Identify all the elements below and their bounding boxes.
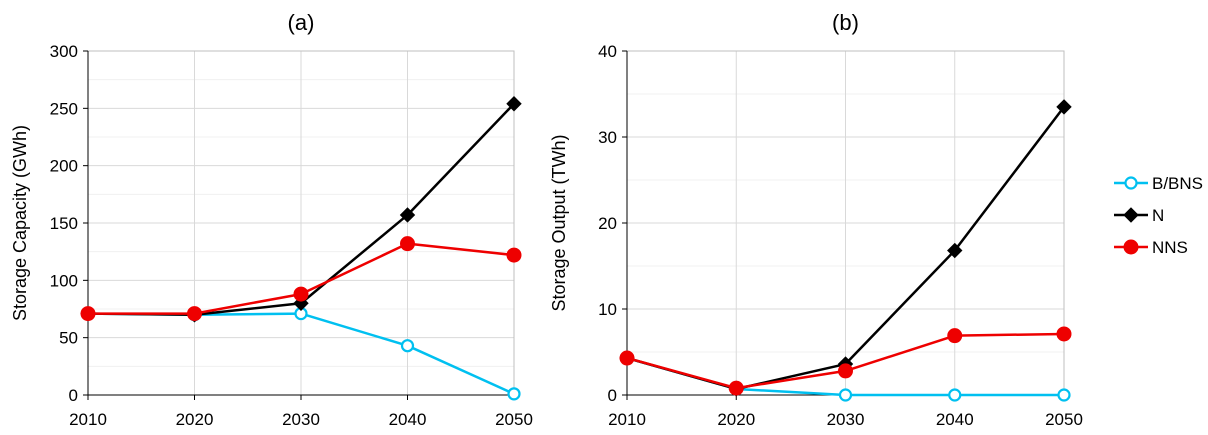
x-tick-label: 2010 — [69, 410, 107, 429]
x-tick-label: 2010 — [608, 410, 646, 429]
x-tick-label: 2050 — [495, 410, 533, 429]
data-point-n — [947, 242, 963, 259]
y-axis-label: Storage Capacity (GWh) — [10, 125, 30, 321]
data-point-b-bns — [507, 387, 521, 401]
chart-title: (b) — [832, 10, 859, 35]
data-point-nns — [838, 363, 853, 379]
chart-title: (a) — [288, 10, 315, 35]
y-tick-label: 200 — [50, 157, 78, 176]
chart-a: 0 50 100 150 200 250 300 2010 2020 2030 2040 2050 (a… — [10, 10, 533, 429]
y-tick-label: 150 — [50, 214, 78, 233]
legend-entry-b-bns: B/BNS — [1114, 174, 1203, 193]
data-point-n — [506, 96, 522, 112]
data-point-b-bns — [838, 388, 853, 402]
legend-entry-nns: NNS — [1114, 238, 1188, 257]
legend-marker — [1124, 176, 1138, 190]
y-tick-label: 50 — [59, 329, 78, 348]
data-point-nns — [80, 306, 96, 322]
legend-entry-n: N — [1114, 206, 1164, 225]
data-point-nns — [187, 306, 202, 322]
x-tick-label: 2030 — [827, 410, 865, 429]
data-point-nns — [506, 247, 522, 263]
y-tick-label: 10 — [598, 300, 617, 319]
y-tick-label: 0 — [608, 386, 617, 405]
y-tick-label: 250 — [50, 99, 78, 118]
y-tick-label: 20 — [598, 214, 617, 233]
y-axis-label: Storage Output (TWh) — [549, 134, 569, 311]
data-point-nns — [947, 328, 963, 344]
y-tick-label: 40 — [598, 42, 617, 61]
data-point-n — [1056, 99, 1072, 115]
data-point-b-bns — [1057, 388, 1071, 402]
legend-label: N — [1152, 206, 1164, 225]
data-point-nns — [1056, 326, 1072, 342]
data-point-n — [399, 207, 416, 223]
data-point-nns — [728, 380, 744, 396]
y-tick-label: 300 — [50, 42, 78, 61]
data-point-b-bns — [400, 339, 415, 353]
y-tick-label: 100 — [50, 271, 78, 290]
data-point-b-bns — [948, 388, 962, 402]
data-point-nns — [619, 350, 635, 366]
legend-marker — [1123, 239, 1139, 255]
legend-marker — [1123, 207, 1139, 223]
data-point-nns — [400, 236, 415, 252]
series-nns — [80, 236, 522, 322]
x-tick-label: 2040 — [936, 410, 974, 429]
data-point-nns — [293, 286, 309, 302]
y-tick-label: 30 — [598, 128, 617, 147]
legend-label: B/BNS — [1152, 174, 1203, 193]
legend: B/BNS N NNS — [1114, 174, 1203, 257]
series-nns — [619, 326, 1072, 396]
x-tick-label: 2020 — [717, 410, 755, 429]
y-tick-label: 0 — [69, 386, 78, 405]
legend-label: NNS — [1152, 238, 1188, 257]
x-tick-label: 2030 — [282, 410, 320, 429]
x-tick-label: 2020 — [176, 410, 214, 429]
x-tick-label: 2040 — [389, 410, 427, 429]
x-tick-label: 2050 — [1045, 410, 1083, 429]
